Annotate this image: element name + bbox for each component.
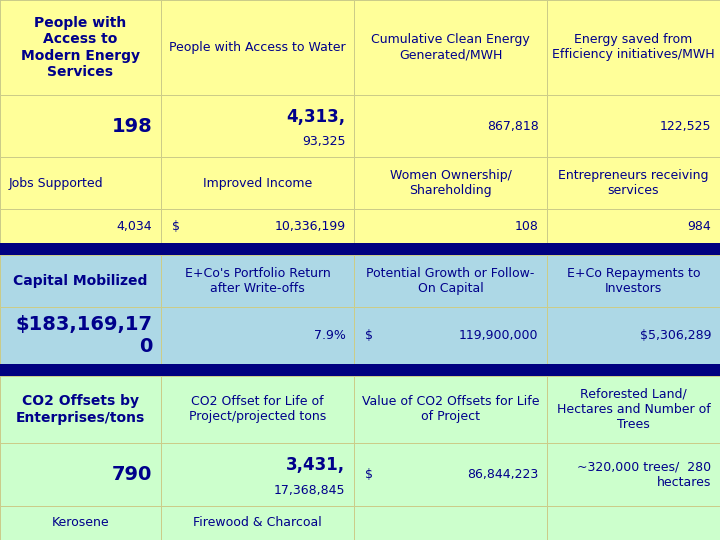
Bar xyxy=(547,307,720,363)
Text: Jobs Supported: Jobs Supported xyxy=(9,177,103,190)
Text: $183,169,17
0: $183,169,17 0 xyxy=(15,315,153,356)
Bar xyxy=(547,506,720,540)
Bar xyxy=(547,255,720,307)
Text: Potential Growth or Follow-
On Capital: Potential Growth or Follow- On Capital xyxy=(366,267,535,295)
Text: 119,900,000: 119,900,000 xyxy=(459,329,539,342)
Bar xyxy=(161,0,354,95)
Text: Reforested Land/
Hectares and Number of
Trees: Reforested Land/ Hectares and Number of … xyxy=(557,388,711,431)
Bar xyxy=(354,375,547,443)
Bar xyxy=(0,255,161,307)
Bar xyxy=(161,375,354,443)
Text: 93,325: 93,325 xyxy=(302,136,346,148)
Bar xyxy=(354,307,547,363)
Text: People with Access to Water: People with Access to Water xyxy=(169,41,346,54)
Text: ~320,000 trees/  280
hectares: ~320,000 trees/ 280 hectares xyxy=(577,461,711,489)
Bar xyxy=(161,95,354,157)
Bar xyxy=(547,95,720,157)
Bar xyxy=(0,363,720,375)
Text: Capital Mobilized: Capital Mobilized xyxy=(13,274,148,288)
Bar xyxy=(354,255,547,307)
Bar xyxy=(161,506,354,540)
Bar xyxy=(0,95,161,157)
Text: Kerosene: Kerosene xyxy=(52,516,109,529)
Bar xyxy=(547,443,720,506)
Bar xyxy=(0,209,161,243)
Text: 108: 108 xyxy=(515,220,539,233)
Bar xyxy=(354,95,547,157)
Bar xyxy=(354,157,547,209)
Text: People with
Access to
Modern Energy
Services: People with Access to Modern Energy Serv… xyxy=(21,16,140,79)
Bar xyxy=(0,0,161,95)
Bar xyxy=(547,375,720,443)
Text: $: $ xyxy=(365,329,373,342)
Text: Energy saved from
Efficiency initiatives/MWH: Energy saved from Efficiency initiatives… xyxy=(552,33,715,62)
Bar xyxy=(161,157,354,209)
Bar xyxy=(354,443,547,506)
Bar xyxy=(0,506,161,540)
Bar xyxy=(161,443,354,506)
Bar xyxy=(161,307,354,363)
Text: 17,368,845: 17,368,845 xyxy=(274,484,346,497)
Text: 867,818: 867,818 xyxy=(487,120,539,133)
Text: 7.9%: 7.9% xyxy=(313,329,346,342)
Bar xyxy=(547,209,720,243)
Text: CO2 Offset for Life of
Project/projected tons: CO2 Offset for Life of Project/projected… xyxy=(189,395,326,423)
Text: 3,431,: 3,431, xyxy=(287,456,346,474)
Text: $5,306,289: $5,306,289 xyxy=(640,329,711,342)
Bar xyxy=(547,157,720,209)
Text: CO2 Offsets by
Enterprises/tons: CO2 Offsets by Enterprises/tons xyxy=(16,394,145,424)
Text: 122,525: 122,525 xyxy=(660,120,711,133)
Bar xyxy=(354,0,547,95)
Text: Women Ownership/
Shareholding: Women Ownership/ Shareholding xyxy=(390,169,511,197)
Text: 790: 790 xyxy=(112,465,153,484)
Text: E+Co Repayments to
Investors: E+Co Repayments to Investors xyxy=(567,267,701,295)
Text: 86,844,223: 86,844,223 xyxy=(467,468,539,481)
Bar xyxy=(0,443,161,506)
Text: 4,313,: 4,313, xyxy=(287,108,346,126)
Bar xyxy=(354,506,547,540)
Bar xyxy=(354,209,547,243)
Text: $: $ xyxy=(172,220,180,233)
Text: Cumulative Clean Energy
Generated/MWH: Cumulative Clean Energy Generated/MWH xyxy=(372,33,530,62)
Text: Firewood & Charcoal: Firewood & Charcoal xyxy=(193,516,322,529)
Bar xyxy=(0,243,720,255)
Text: Value of CO2 Offsets for Life
of Project: Value of CO2 Offsets for Life of Project xyxy=(361,395,539,423)
Text: 984: 984 xyxy=(688,220,711,233)
Text: E+Co's Portfolio Return
after Write-offs: E+Co's Portfolio Return after Write-offs xyxy=(184,267,330,295)
Bar xyxy=(0,375,161,443)
Text: 198: 198 xyxy=(112,117,153,136)
Text: $: $ xyxy=(365,468,373,481)
Text: 10,336,199: 10,336,199 xyxy=(274,220,346,233)
Text: Entrepreneurs receiving
services: Entrepreneurs receiving services xyxy=(558,169,708,197)
Bar xyxy=(161,255,354,307)
Bar xyxy=(0,307,161,363)
Bar xyxy=(547,0,720,95)
Text: 4,034: 4,034 xyxy=(117,220,153,233)
Text: Improved Income: Improved Income xyxy=(203,177,312,190)
Bar xyxy=(0,157,161,209)
Bar xyxy=(161,209,354,243)
